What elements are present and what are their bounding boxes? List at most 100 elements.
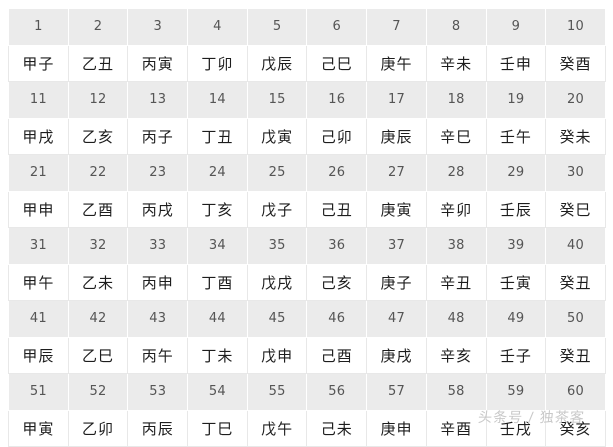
ganzhi-cell: 壬寅 [485, 263, 547, 301]
index-cell: 23 [127, 154, 189, 192]
ganzhi-cell: 甲寅 [8, 409, 69, 447]
ganzhi-cell: 丙申 [127, 263, 189, 301]
ganzhi-cell: 癸酉 [545, 44, 606, 82]
index-cell: 58 [425, 373, 487, 411]
index-cell: 51 [8, 373, 69, 411]
ganzhi-cell: 丁未 [187, 336, 248, 374]
ganzhi-cell: 壬午 [485, 117, 547, 155]
index-cell: 60 [545, 373, 606, 411]
index-cell: 59 [485, 373, 547, 411]
table-row-ganzhi: 甲寅 乙卯 丙辰 丁巳 戊午 己未 庚申 辛酉 壬戌 癸亥 [8, 409, 606, 447]
index-cell: 49 [485, 300, 547, 338]
index-cell: 10 [545, 8, 606, 46]
ganzhi-cell: 乙未 [67, 263, 129, 301]
index-cell: 44 [187, 300, 248, 338]
index-cell: 31 [8, 227, 69, 265]
index-cell: 29 [485, 154, 547, 192]
ganzhi-cell: 戊子 [246, 190, 308, 228]
ganzhi-cell: 壬子 [485, 336, 547, 374]
ganzhi-cell: 癸丑 [545, 336, 606, 374]
ganzhi-cell: 丁卯 [187, 44, 248, 82]
index-cell: 54 [187, 373, 248, 411]
index-cell: 50 [545, 300, 606, 338]
ganzhi-cell: 丁丑 [187, 117, 248, 155]
table-row-index: 41 42 43 44 45 46 47 48 49 50 [8, 300, 606, 338]
index-cell: 6 [306, 8, 368, 46]
ganzhi-cell: 乙亥 [67, 117, 129, 155]
table-row-ganzhi: 甲午 乙未 丙申 丁酉 戊戌 己亥 庚子 辛丑 壬寅 癸丑 [8, 263, 606, 301]
table-row-index: 31 32 33 34 35 36 37 38 39 40 [8, 227, 606, 265]
index-cell: 19 [485, 81, 547, 119]
index-cell: 21 [8, 154, 69, 192]
index-cell: 5 [246, 8, 308, 46]
ganzhi-cell: 乙巳 [67, 336, 129, 374]
index-cell: 47 [366, 300, 427, 338]
ganzhi-cell: 己巳 [306, 44, 368, 82]
ganzhi-cell: 丙子 [127, 117, 189, 155]
ganzhi-cell: 癸巳 [545, 190, 606, 228]
index-cell: 37 [366, 227, 427, 265]
ganzhi-cell: 辛未 [425, 44, 487, 82]
ganzhi-cell: 庚子 [366, 263, 427, 301]
index-cell: 20 [545, 81, 606, 119]
table-row-ganzhi: 甲辰 乙巳 丙午 丁未 戊申 己酉 庚戌 辛亥 壬子 癸丑 [8, 336, 606, 374]
index-cell: 55 [246, 373, 308, 411]
ganzhi-cell: 丙寅 [127, 44, 189, 82]
index-cell: 36 [306, 227, 368, 265]
index-cell: 25 [246, 154, 308, 192]
table-row-index: 21 22 23 24 25 26 27 28 29 30 [8, 154, 606, 192]
index-cell: 8 [425, 8, 487, 46]
ganzhi-cell: 辛巳 [425, 117, 487, 155]
index-cell: 3 [127, 8, 189, 46]
ganzhi-cell: 壬戌 [485, 409, 547, 447]
index-cell: 11 [8, 81, 69, 119]
index-cell: 53 [127, 373, 189, 411]
ganzhi-cell: 甲戌 [8, 117, 69, 155]
table-body: 1 2 3 4 5 6 7 8 9 10 甲子 乙丑 丙寅 丁卯 戊辰 己巳 庚午 辛未 壬申 癸酉 11 12 13 14 1… [8, 8, 606, 447]
index-cell: 15 [246, 81, 308, 119]
ganzhi-cell: 己酉 [306, 336, 368, 374]
table-row-ganzhi: 甲子 乙丑 丙寅 丁卯 戊辰 己巳 庚午 辛未 壬申 癸酉 [8, 44, 606, 82]
ganzhi-cell: 丁酉 [187, 263, 248, 301]
index-cell: 43 [127, 300, 189, 338]
ganzhi-cell: 壬辰 [485, 190, 547, 228]
sexagenary-cycle-table-container: 1 2 3 4 5 6 7 8 9 10 甲子 乙丑 丙寅 丁卯 戊辰 己巳 庚午 辛未 壬申 癸酉 11 12 13 14 1… [8, 8, 606, 447]
ganzhi-cell: 甲子 [8, 44, 69, 82]
ganzhi-cell: 丙戌 [127, 190, 189, 228]
index-cell: 41 [8, 300, 69, 338]
index-cell: 22 [67, 154, 129, 192]
index-cell: 32 [67, 227, 129, 265]
index-cell: 35 [246, 227, 308, 265]
index-cell: 13 [127, 81, 189, 119]
index-cell: 17 [366, 81, 427, 119]
index-cell: 46 [306, 300, 368, 338]
ganzhi-cell: 癸亥 [545, 409, 606, 447]
index-cell: 14 [187, 81, 248, 119]
index-cell: 48 [425, 300, 487, 338]
index-cell: 4 [187, 8, 248, 46]
ganzhi-cell: 壬申 [485, 44, 547, 82]
ganzhi-cell: 己丑 [306, 190, 368, 228]
index-cell: 38 [425, 227, 487, 265]
ganzhi-cell: 丁巳 [187, 409, 248, 447]
table-row-index: 1 2 3 4 5 6 7 8 9 10 [8, 8, 606, 46]
index-cell: 34 [187, 227, 248, 265]
index-cell: 56 [306, 373, 368, 411]
index-cell: 42 [67, 300, 129, 338]
table-row-ganzhi: 甲戌 乙亥 丙子 丁丑 戊寅 己卯 庚辰 辛巳 壬午 癸未 [8, 117, 606, 155]
index-cell: 26 [306, 154, 368, 192]
table-row-index: 51 52 53 54 55 56 57 58 59 60 [8, 373, 606, 411]
ganzhi-cell: 乙酉 [67, 190, 129, 228]
index-cell: 39 [485, 227, 547, 265]
ganzhi-cell: 己未 [306, 409, 368, 447]
ganzhi-cell: 庚午 [366, 44, 427, 82]
ganzhi-cell: 戊午 [246, 409, 308, 447]
ganzhi-cell: 乙卯 [67, 409, 129, 447]
index-cell: 2 [67, 8, 129, 46]
index-cell: 52 [67, 373, 129, 411]
ganzhi-cell: 戊辰 [246, 44, 308, 82]
ganzhi-cell: 甲申 [8, 190, 69, 228]
index-cell: 40 [545, 227, 606, 265]
index-cell: 33 [127, 227, 189, 265]
index-cell: 9 [485, 8, 547, 46]
